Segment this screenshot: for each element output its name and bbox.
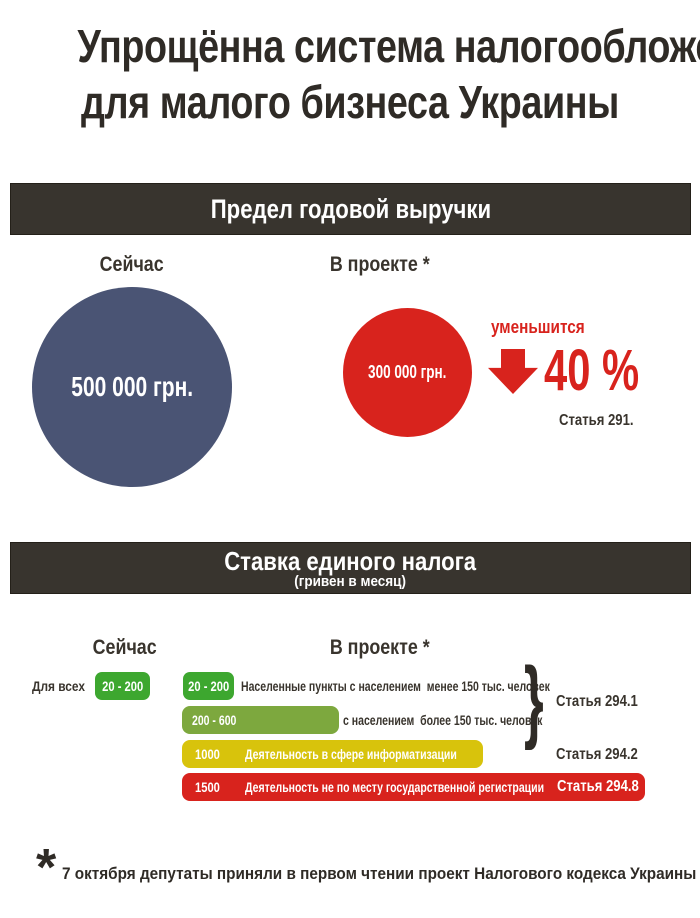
revenue-draft-value: 300 000 грн.	[368, 362, 447, 382]
rate-article1: Статья 294.1	[556, 693, 638, 710]
rate-row4-desc: Деятельность не по месту государственной…	[245, 779, 545, 795]
rate-col-draft-label: В проекте *	[330, 636, 430, 659]
decrease-percent: 40 %	[544, 338, 640, 403]
rate-row1-badge: 20 - 200	[183, 672, 234, 700]
rate-row3-bar: 1000 Деятельность в сфере информатизации	[182, 740, 483, 768]
rate-banner-label: Ставка единого налога	[224, 546, 477, 576]
revenue-banner-label: Предел годовой выручки	[210, 194, 491, 224]
brace-icon: }	[524, 649, 544, 751]
rate-row2-desc: с населением более 150 тыс. человек	[343, 712, 543, 728]
rate-row2-badge: 200 - 600	[192, 712, 237, 728]
revenue-now-circle: 500 000 грн.	[32, 287, 232, 487]
revenue-article: Статья 291.	[559, 412, 634, 429]
rate-col-now-label: Сейчас	[92, 636, 158, 659]
revenue-now-value: 500 000 грн.	[71, 371, 193, 402]
revenue-col-now-label: Сейчас	[99, 253, 165, 276]
revenue-col-draft-label: В проекте *	[330, 253, 430, 276]
page-title-line1: Упрощённа система налогообложения	[77, 20, 700, 72]
rate-row1-desc: Населенные пункты с населением менее 150…	[241, 678, 550, 694]
rate-now-label: Для всех	[32, 678, 86, 694]
footnote-text: 7 октября депутаты приняли в первом чтен…	[62, 864, 697, 883]
rate-row4-article: Статья 294.8	[557, 778, 639, 795]
rate-banner-sublabel: (гривен в месяц)	[294, 573, 407, 590]
page-title: Упрощённа система налогообложения для ма…	[0, 18, 700, 130]
revenue-section-banner: Предел годовой выручки	[10, 183, 691, 235]
decrease-arrow-icon	[488, 349, 538, 394]
footnote-asterisk: *	[36, 839, 57, 897]
rate-row4-bar: 1500 Деятельность не по месту государств…	[182, 773, 645, 801]
revenue-draft-circle: 300 000 грн.	[343, 308, 472, 437]
rate-row4-badge: 1500	[195, 779, 220, 795]
rate-section-banner: Ставка единого налога (гривен в месяц)	[10, 542, 691, 594]
rate-row2-bar: 200 - 600Населенные пункты	[182, 706, 339, 756]
page-title-line2: для малого бизнеса Украины	[81, 76, 619, 128]
rate-article2: Статья 294.2	[556, 746, 638, 763]
rate-now-badge: 20 - 200	[95, 672, 150, 700]
rate-row3-desc: Деятельность в сфере информатизации	[245, 746, 457, 762]
rate-row3-badge: 1000	[195, 746, 220, 762]
decrease-label: уменьшится	[491, 317, 585, 337]
